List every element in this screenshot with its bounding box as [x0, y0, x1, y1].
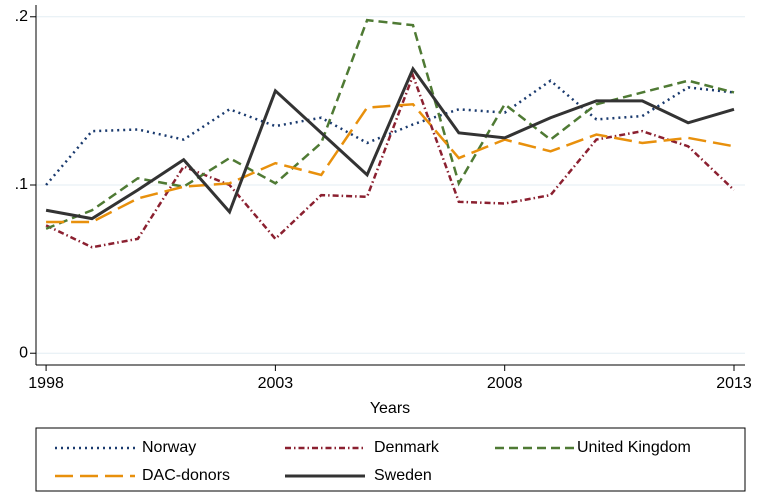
x-tick-label: 2008: [487, 375, 523, 392]
x-tick-label: 2013: [716, 375, 752, 392]
legend-label: United Kingdom: [577, 439, 691, 456]
y-tick-label: .2: [15, 8, 28, 25]
x-tick-label: 2003: [258, 375, 294, 392]
x-tick-label: 1998: [28, 375, 64, 392]
y-tick-label: .1: [15, 176, 28, 193]
series-line: [45, 18, 735, 230]
series-line: [45, 72, 735, 249]
series-line: [45, 65, 735, 221]
legend-box: [35, 427, 746, 492]
legend-label: DAC-donors: [142, 467, 230, 484]
y-tick-label: 0: [19, 344, 28, 361]
legend-label: Norway: [142, 439, 196, 456]
series-line: [46, 102, 735, 224]
legend-label: Denmark: [374, 439, 440, 456]
series-line: [45, 79, 735, 186]
x-axis-label: Years: [370, 400, 410, 417]
legend-label: Sweden: [374, 467, 432, 484]
